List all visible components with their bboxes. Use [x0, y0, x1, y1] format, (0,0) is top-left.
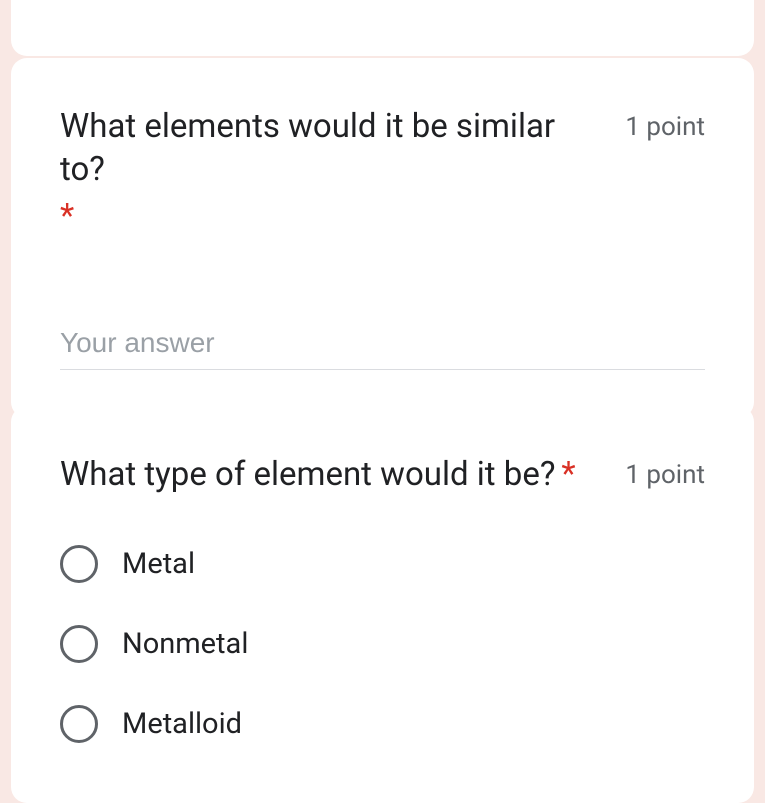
question-card-2: What type of element would it be? * 1 po… — [11, 406, 754, 803]
radio-icon — [60, 705, 98, 743]
option-label: Metal — [122, 547, 195, 581]
question-header: What type of element would it be? * 1 po… — [60, 454, 705, 497]
question-title-wrap: What elements would it be similar to? * — [60, 106, 625, 239]
points-label: 1 point — [625, 106, 705, 142]
option-label: Nonmetal — [122, 627, 248, 661]
question-title-wrap: What type of element would it be? * — [60, 454, 625, 497]
option-label: Metalloid — [122, 707, 242, 741]
card-previous — [11, 0, 754, 56]
radio-option-metal[interactable]: Metal — [60, 545, 705, 583]
required-indicator: * — [60, 196, 605, 239]
radio-icon — [60, 625, 98, 663]
question-title: What elements would it be similar to? — [60, 107, 555, 189]
question-title: What type of element would it be? — [60, 455, 555, 494]
answer-input[interactable] — [60, 317, 705, 370]
question-card-1: What elements would it be similar to? * … — [11, 58, 754, 418]
required-indicator: * — [561, 455, 575, 494]
points-label: 1 point — [625, 454, 705, 490]
options-list: Metal Nonmetal Metalloid — [60, 545, 705, 743]
radio-option-metalloid[interactable]: Metalloid — [60, 705, 705, 743]
radio-option-nonmetal[interactable]: Nonmetal — [60, 625, 705, 663]
question-header: What elements would it be similar to? * … — [60, 106, 705, 239]
radio-icon — [60, 545, 98, 583]
